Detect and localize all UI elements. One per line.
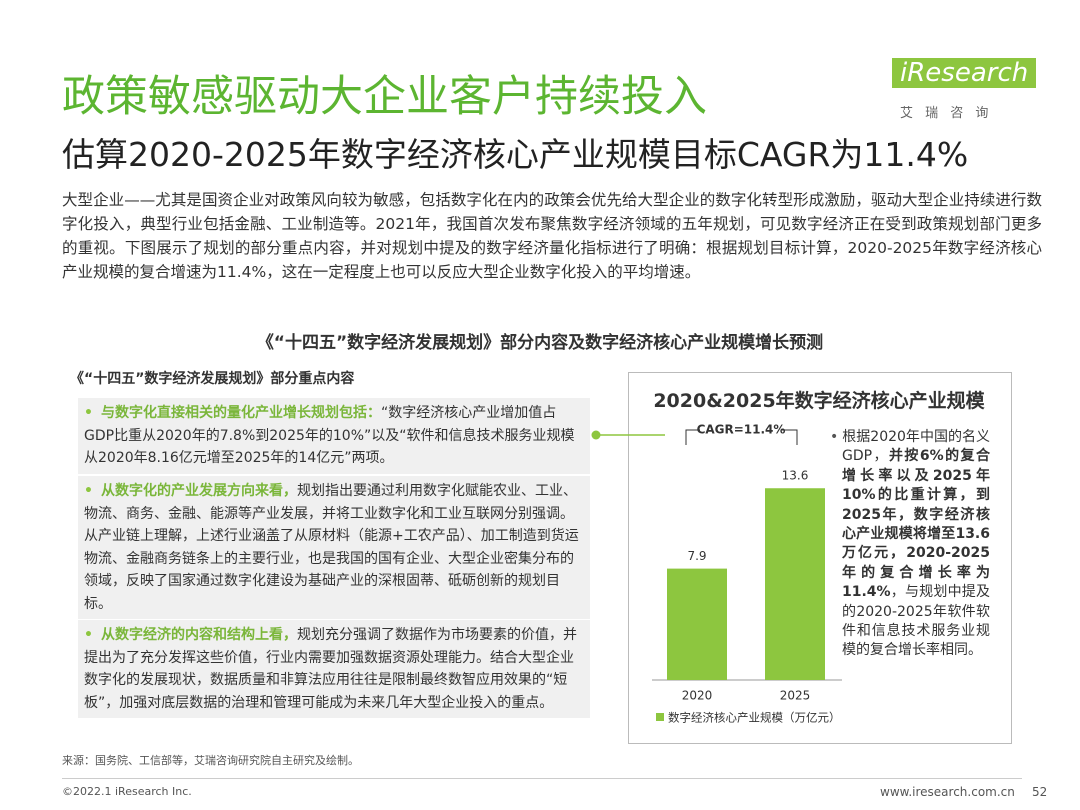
value-label: 7.9 xyxy=(687,549,706,563)
x-tick-label: 2020 xyxy=(682,689,713,703)
section-title: 《“十四五”数字经济发展规划》部分内容及数字经济核心产业规模增长预测 xyxy=(256,333,824,353)
bullet-text: “数字经济核心产业增加值占GDP比重从2020年的7.8%到2025年的10%”… xyxy=(84,405,575,466)
page-number: 52 xyxy=(1032,785,1048,799)
bullet-item: 从数字化的产业发展方向来看，规划指出要通过利用数字化赋能农业、工业、物流、商务、… xyxy=(78,476,590,619)
bullet-text: 规划指出要通过利用数字化赋能农业、工业、物流、商务、金融、能源等产业发展，并将工… xyxy=(84,483,579,612)
bullet-item: 从数字经济的内容和结构上看，规划充分强调了数据作为市场要素的价值，并提出为了充分… xyxy=(78,620,590,718)
value-label: 13.6 xyxy=(782,469,809,483)
source: 来源：国务院、工信部等，艾瑞咨询研究院自主研究及绘制。 xyxy=(62,754,359,767)
note-segment: ，与规划中提及的2020-2025年软件软件和信息技术服务业规模的复合增长率相同… xyxy=(842,584,990,659)
connector-dot xyxy=(591,430,601,440)
x-tick-label: 2025 xyxy=(780,689,811,703)
cagr-label: CAGR=11.4% xyxy=(697,423,786,437)
bracket xyxy=(685,429,700,445)
note-segment: 根据2020年中国的名义GDP， xyxy=(842,429,990,465)
bullet-lead: 从数字化的产业发展方向来看， xyxy=(100,483,297,499)
bullet-lead: 从数字经济的内容和结构上看， xyxy=(100,627,297,643)
panel-heading: 《“十四五”数字经济发展规划》部分重点内容 xyxy=(70,371,355,387)
logo: iResearch xyxy=(892,58,1037,88)
copyright: ©2022.1 iResearch Inc. xyxy=(62,785,192,798)
legend-swatch xyxy=(656,713,664,721)
intro-text: 大型企业——尤其是国资企业对政策风向较为敏感，包括数字化在内的政策会优先给大型企… xyxy=(62,191,1042,281)
bracket xyxy=(782,429,798,445)
bullet-item: 与数字化直接相关的量化产业增长规划包括：“数字经济核心产业增加值占GDP比重从2… xyxy=(78,398,590,474)
footer-rule xyxy=(62,778,1022,779)
logo-tagline: 艾 瑞 咨 询 xyxy=(900,106,993,121)
chart-note: 根据2020年中国的名义GDP，并按6%的复合增长率以及2025年10%的比重计… xyxy=(842,428,990,661)
bullet-text: 规划充分强调了数据作为市场要素的价值，并提出为了充分发挥这些价值，行业内需要加强… xyxy=(84,627,577,711)
subtitle: 估算2020-2025年数字经济核心产业规模目标CAGR为11.4% xyxy=(62,135,969,174)
title: 政策敏感驱动大企业客户持续投入 xyxy=(62,72,707,122)
legend-label: 数字经济核心产业规模（万亿元） xyxy=(668,711,841,725)
note-segment: 并按6%的复合增长率以及2025年10%的比重计算，到2025年，数字经济核心产… xyxy=(842,448,990,601)
website: www.iresearch.com.cn xyxy=(880,785,1015,799)
chart-title: 2020&2025年数字经济核心产业规模 xyxy=(653,390,985,412)
bar xyxy=(667,568,727,680)
chart-frame xyxy=(628,372,1012,744)
bar xyxy=(765,488,825,680)
bullet-lead: 与数字化直接相关的量化产业增长规划包括： xyxy=(100,405,381,421)
